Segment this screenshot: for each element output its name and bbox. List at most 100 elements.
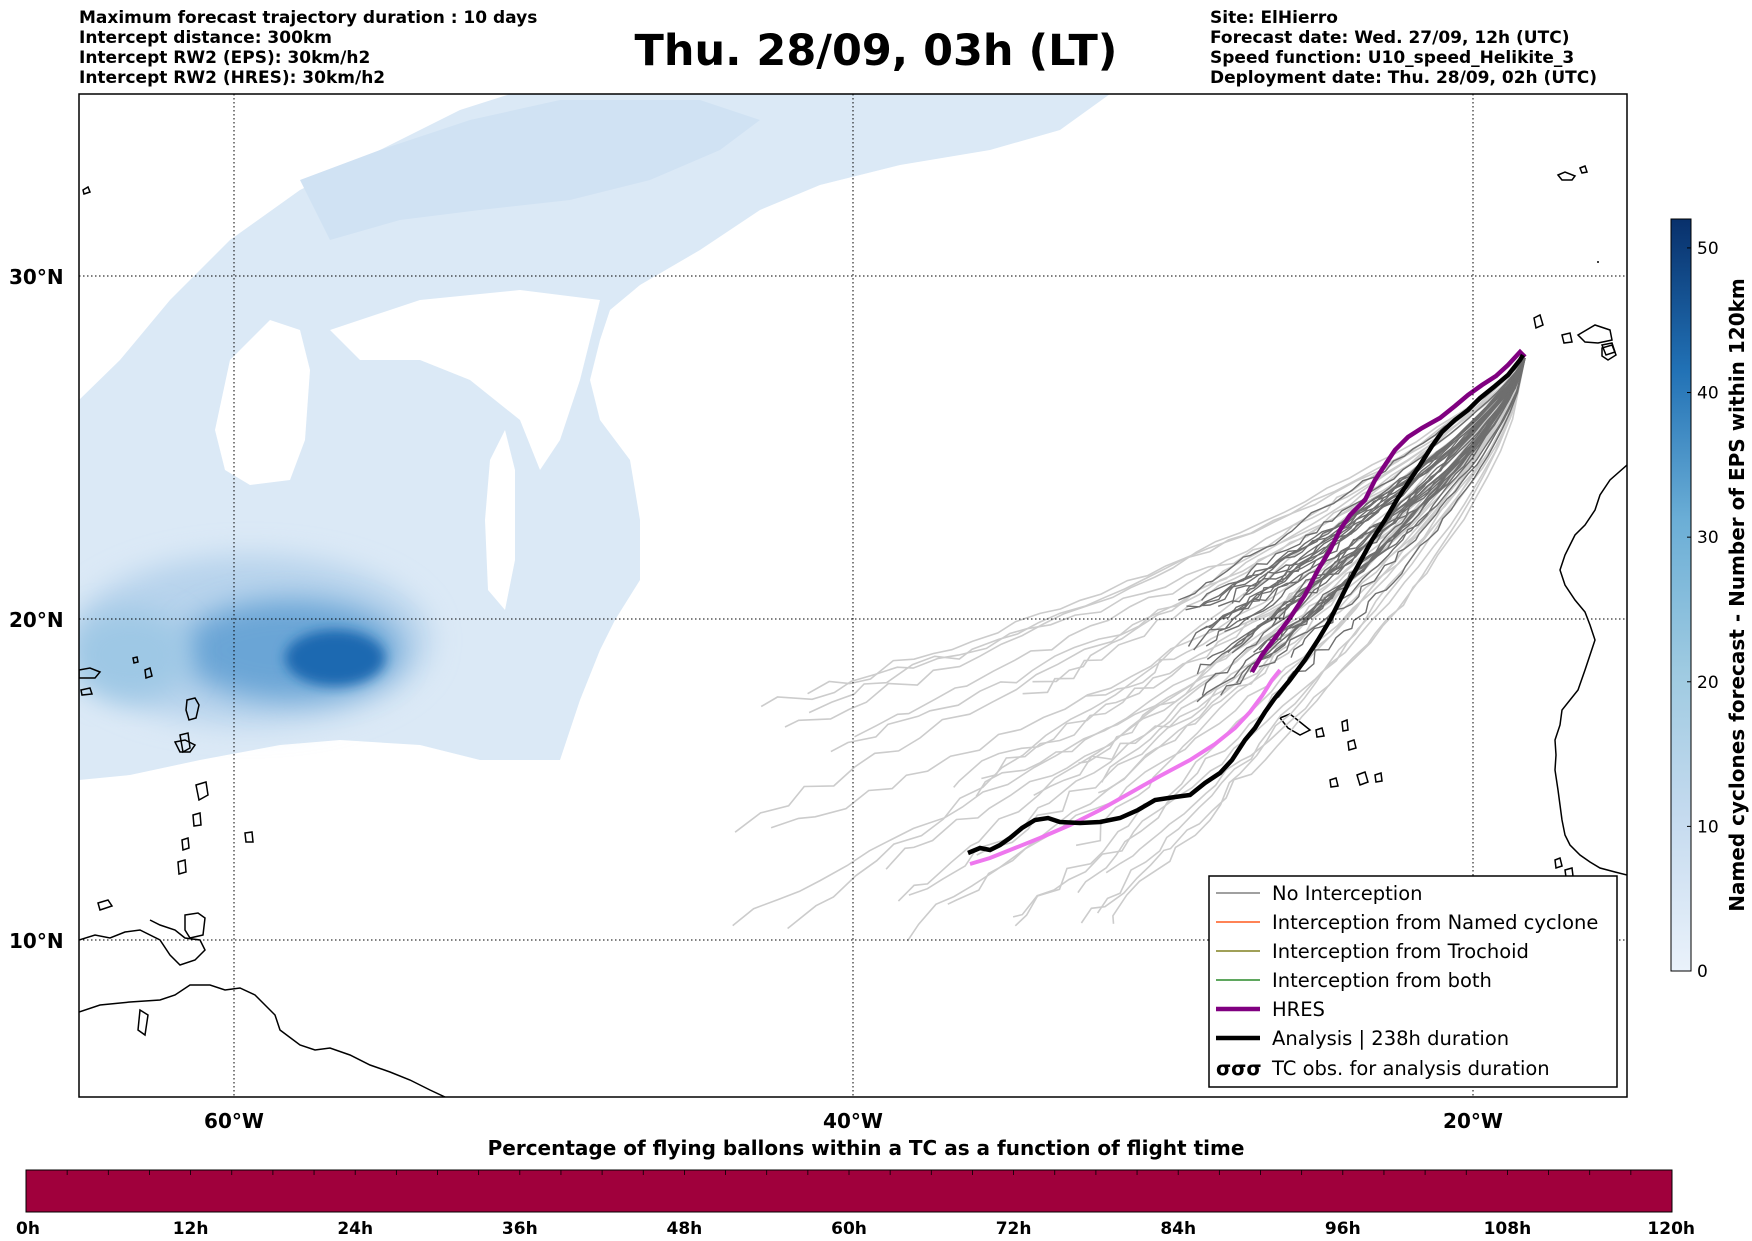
density-core-west bbox=[79, 610, 190, 700]
header-left-line: Intercept RW2 (EPS): 30km/h2 bbox=[79, 48, 371, 68]
eps-member-track-dark bbox=[1205, 357, 1526, 647]
eps-member-track bbox=[897, 357, 1526, 902]
cyclone-density-field bbox=[79, 94, 1110, 780]
flight-time-tick-label: 108h bbox=[1484, 1219, 1532, 1239]
coast-cape-verde-6 bbox=[1356, 771, 1369, 786]
hres-track bbox=[1250, 348, 1527, 674]
colorbar-ticks: 0 10 20 30 40 50 bbox=[1687, 239, 1719, 982]
analysis-track bbox=[967, 353, 1525, 856]
legend-label-tc-obs: TC obs. for analysis duration bbox=[1271, 1057, 1550, 1080]
legend-label-both: Interception from both bbox=[1272, 969, 1492, 992]
eps-member-track bbox=[1014, 357, 1526, 927]
colorbar-tick-label: 50 bbox=[1697, 239, 1719, 259]
eps-member-track-dark bbox=[1253, 357, 1526, 653]
eps-member-track-dark bbox=[1185, 357, 1526, 611]
flight-time-tick-label: 96h bbox=[1325, 1219, 1361, 1239]
coast-canaries-4 bbox=[1561, 332, 1573, 344]
density-hole-1 bbox=[215, 320, 310, 485]
coast-cape-verde-2 bbox=[1315, 727, 1325, 738]
flight-time-tick-label: 84h bbox=[1160, 1219, 1196, 1239]
eps-member-track bbox=[1101, 357, 1526, 783]
flight-time-tick-label: 24h bbox=[337, 1219, 373, 1239]
page-title-text: Thu. 28/09, 03h (LT) bbox=[634, 26, 1118, 76]
colorbar-tick-label: 30 bbox=[1697, 528, 1719, 548]
flight-time-bar: Percentage of flying ballons within a TC… bbox=[16, 1136, 1695, 1239]
coast-canaries-1 bbox=[1576, 324, 1613, 344]
eps-member-track-dark bbox=[1258, 357, 1526, 668]
coastlines bbox=[79, 165, 1627, 1097]
eps-member-track bbox=[947, 357, 1526, 905]
lon-label-20: 20°W bbox=[1443, 1109, 1503, 1133]
flight-time-tick-label: 36h bbox=[502, 1219, 538, 1239]
eps-member-track bbox=[1012, 357, 1526, 918]
coast-island-c bbox=[244, 831, 254, 843]
legend-label-hres: HRES bbox=[1272, 998, 1325, 1021]
colorbar: 0 10 20 30 40 50 Named cyclones forecast - Nu… bbox=[1670, 218, 1749, 982]
legend-symbol-tc-obs: σσσ bbox=[1216, 1057, 1262, 1080]
flight-time-bar-fill bbox=[25, 1169, 1673, 1213]
eps-member-track-dark bbox=[1187, 357, 1526, 647]
flight-time-bar-ticks: 0h 12h 24h 36h 48h 60h 72h 84h 96h 108h 120h bbox=[16, 1170, 1695, 1239]
coast-lesser-antilles-3 bbox=[195, 781, 209, 802]
flight-time-tick-label: 120h bbox=[1647, 1219, 1695, 1239]
eps-member-track bbox=[784, 357, 1526, 728]
eps-member-track bbox=[1105, 357, 1526, 874]
coast-venezuela bbox=[79, 919, 206, 966]
coast-lesser-antilles-6 bbox=[177, 859, 187, 875]
density-band bbox=[300, 100, 760, 240]
legend-label-named-cyclone: Interception from Named cyclone bbox=[1272, 911, 1598, 934]
lon-label-60: 60°W bbox=[204, 1109, 264, 1133]
map-content bbox=[79, 94, 1627, 1097]
coast-lesser-antilles-1 bbox=[185, 697, 200, 721]
coast-anguilla bbox=[132, 656, 139, 664]
coast-madeira-2 bbox=[1579, 165, 1588, 174]
header-left: Maximum forecast trajectory duration : 1… bbox=[79, 8, 537, 88]
gridlines bbox=[79, 94, 1627, 1097]
eps-member-track-dark bbox=[1236, 357, 1526, 684]
density-hole-3 bbox=[330, 290, 600, 470]
lat-label-20: 20°N bbox=[9, 608, 64, 632]
header-left-line: Intercept RW2 (HRES): 30km/h2 bbox=[79, 68, 386, 88]
eps-member-track bbox=[734, 357, 1526, 833]
coast-puerto-rico bbox=[79, 667, 102, 679]
flight-time-bar-title: Percentage of flying ballons within a TC… bbox=[488, 1136, 1245, 1160]
coast-cape-verde-7 bbox=[1374, 771, 1383, 783]
flight-time-tick-label: 72h bbox=[996, 1219, 1032, 1239]
legend-box bbox=[1208, 875, 1618, 1088]
coast-madeira bbox=[1556, 171, 1577, 181]
lat-label-10: 10°N bbox=[9, 929, 64, 953]
eps-member-track bbox=[1032, 357, 1526, 683]
coast-south-america bbox=[79, 984, 446, 1097]
coast-nw-corner bbox=[82, 185, 91, 195]
coast-cape-verde-3 bbox=[1341, 718, 1349, 732]
header-left-line: Intercept distance: 300km bbox=[79, 28, 332, 48]
coast-canaries-3 bbox=[1533, 313, 1544, 330]
coast-guadeloupe bbox=[173, 739, 197, 753]
coast-vi bbox=[80, 687, 94, 696]
coast-lanzarote bbox=[1601, 344, 1617, 361]
eps-member-track-dark bbox=[1277, 357, 1526, 699]
coast-cape-verde-5 bbox=[1329, 777, 1339, 788]
hres-extension-track bbox=[969, 668, 1282, 866]
header-right-line: Deployment date: Thu. 28/09, 02h (UTC) bbox=[1210, 68, 1597, 88]
map-frame bbox=[78, 93, 1628, 1098]
header-right-line: Speed function: U10_speed_Helikite_3 bbox=[1210, 48, 1575, 68]
coast-lesser-antilles-5 bbox=[181, 836, 190, 852]
coast-trinidad bbox=[184, 912, 206, 939]
lat-label-30: 30°N bbox=[9, 265, 64, 289]
flight-time-tick-label: 12h bbox=[173, 1219, 209, 1239]
header-right: Site: ElHierro Forecast date: Wed. 27/09… bbox=[1210, 8, 1597, 88]
coast-lesser-antilles-2 bbox=[179, 732, 191, 754]
density-hole-2 bbox=[485, 430, 515, 610]
header-right-line: Forecast date: Wed. 27/09, 12h (UTC) bbox=[1210, 28, 1570, 48]
legend-label-no-interception: No Interception bbox=[1272, 882, 1423, 905]
colorbar-tick-label: 10 bbox=[1697, 817, 1719, 837]
colorbar-tick-label: 0 bbox=[1697, 962, 1708, 982]
coast-island-b bbox=[137, 1008, 149, 1037]
eps-member-track-dark bbox=[1271, 357, 1526, 627]
page-title: Thu. 28/09, 03h (LT) bbox=[0, 26, 1752, 76]
eps-member-track-dark bbox=[1217, 357, 1526, 607]
coast-lesser-antilles-4 bbox=[192, 812, 202, 827]
density-core-inner bbox=[285, 630, 385, 686]
coast-cape-verde-4 bbox=[1347, 739, 1357, 751]
